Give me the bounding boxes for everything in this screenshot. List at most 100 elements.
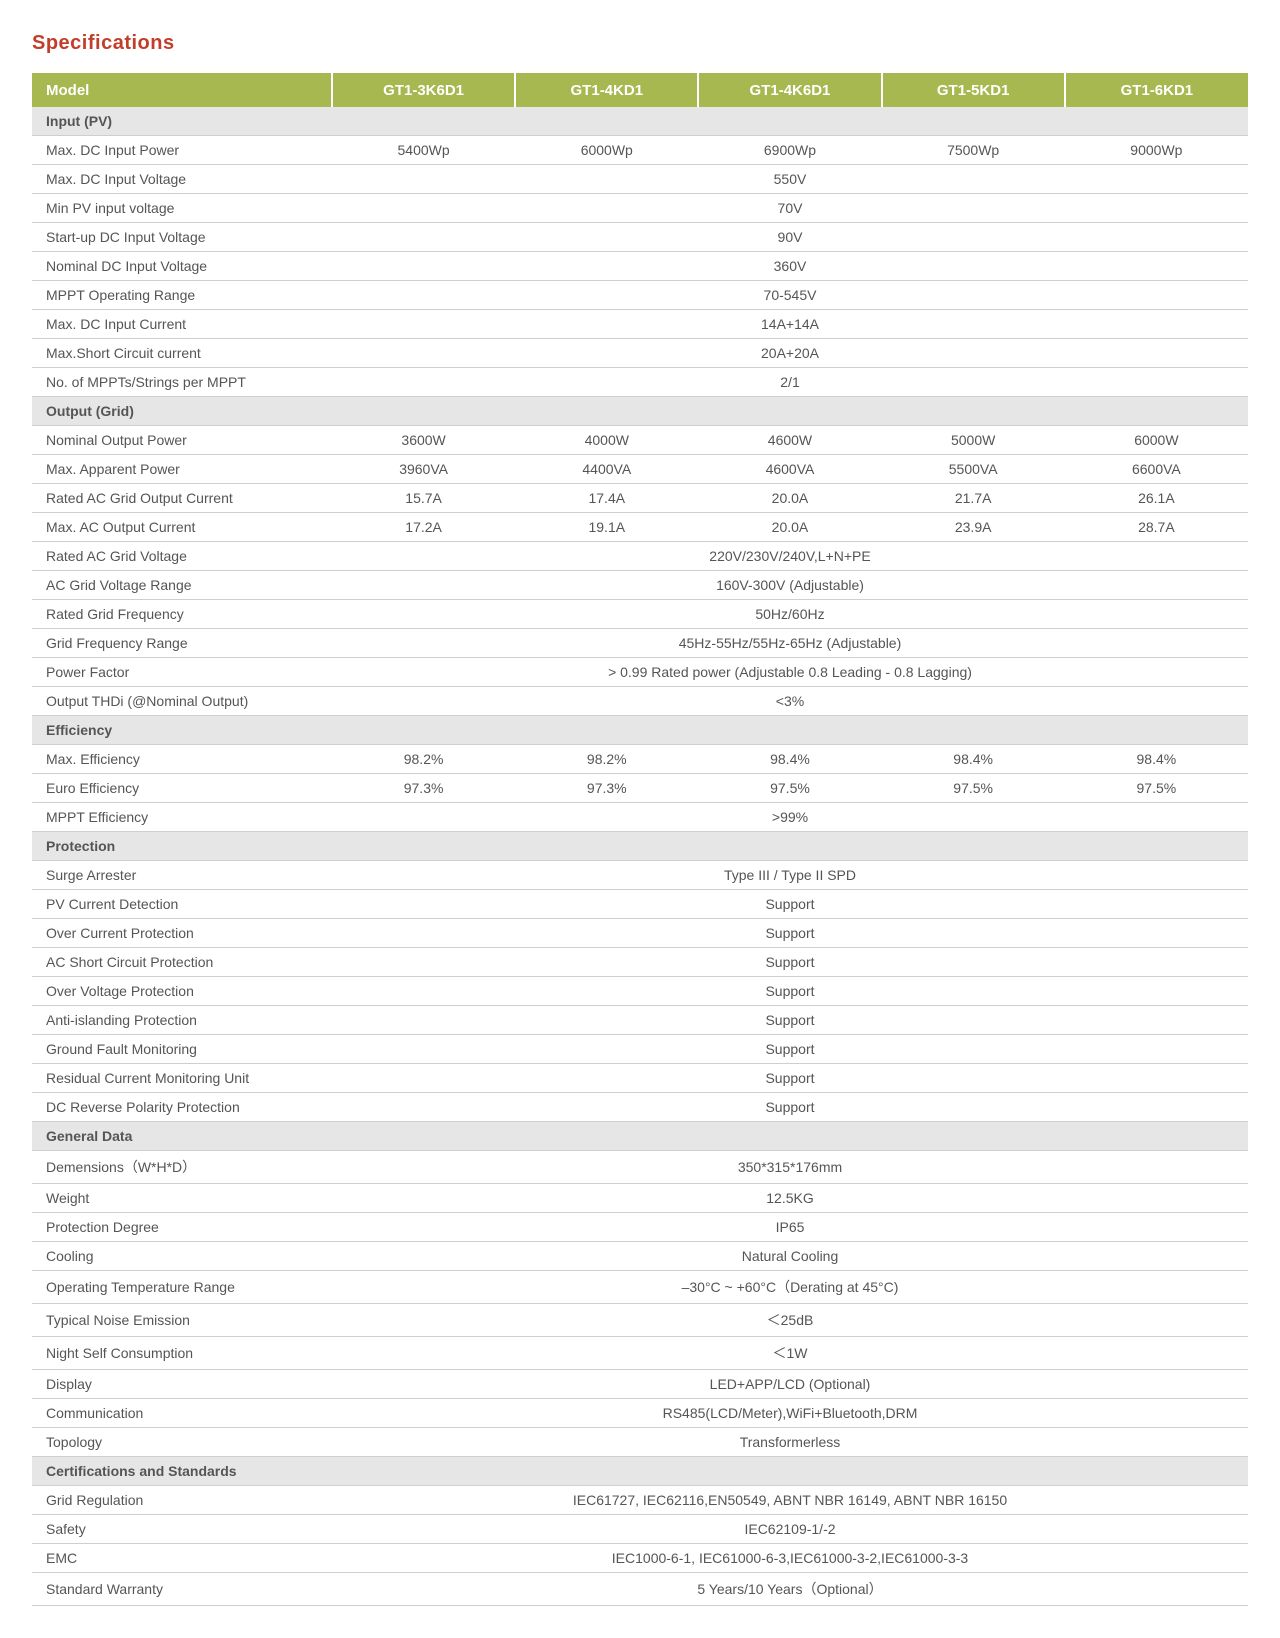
row-value: Support xyxy=(332,1006,1248,1035)
page-title: Specifications xyxy=(32,32,1248,55)
table-row: CoolingNatural Cooling xyxy=(32,1242,1248,1271)
row-cell: 4000W xyxy=(515,426,698,455)
table-row: Operating Temperature Range–30°C ~ +60°C… xyxy=(32,1271,1248,1304)
row-cell: 26.1A xyxy=(1065,484,1248,513)
row-label: Grid Regulation xyxy=(32,1486,332,1515)
table-row: Rated AC Grid Output Current15.7A17.4A20… xyxy=(32,484,1248,513)
row-value: 550V xyxy=(332,165,1248,194)
table-row: Nominal DC Input Voltage360V xyxy=(32,252,1248,281)
spec-table-head: Model GT1-3K6D1 GT1-4KD1 GT1-4K6D1 GT1-5… xyxy=(32,73,1248,107)
row-cell: 6900Wp xyxy=(698,136,881,165)
row-value: Transformerless xyxy=(332,1428,1248,1457)
table-row: Max. AC Output Current17.2A19.1A20.0A23.… xyxy=(32,513,1248,542)
row-cell: 5000W xyxy=(882,426,1065,455)
row-value: 350*315*176mm xyxy=(332,1151,1248,1184)
table-row: Start-up DC Input Voltage90V xyxy=(32,223,1248,252)
spec-table: Model GT1-3K6D1 GT1-4KD1 GT1-4K6D1 GT1-5… xyxy=(32,73,1248,1606)
row-label: MPPT Efficiency xyxy=(32,803,332,832)
section-title: Input (PV) xyxy=(32,107,1248,136)
row-label: Surge Arrester xyxy=(32,861,332,890)
row-label: Min PV input voltage xyxy=(32,194,332,223)
row-cell: 4600VA xyxy=(698,455,881,484)
section-row: Efficiency xyxy=(32,716,1248,745)
section-title: Certifications and Standards xyxy=(32,1457,1248,1486)
row-label: Max. Efficiency xyxy=(32,745,332,774)
row-label: DC Reverse Polarity Protection xyxy=(32,1093,332,1122)
row-label: Operating Temperature Range xyxy=(32,1271,332,1304)
row-label: No. of MPPTs/Strings per MPPT xyxy=(32,368,332,397)
row-label: Max.Short Circuit current xyxy=(32,339,332,368)
header-model-2: GT1-4K6D1 xyxy=(698,73,881,107)
table-row: Standard Warranty5 Years/10 Years（Option… xyxy=(32,1573,1248,1606)
row-label: Rated Grid Frequency xyxy=(32,600,332,629)
row-cell: 15.7A xyxy=(332,484,515,513)
table-row: MPPT Efficiency>99% xyxy=(32,803,1248,832)
row-label: Typical Noise Emission xyxy=(32,1304,332,1337)
row-cell: 97.5% xyxy=(882,774,1065,803)
table-row: Max. Apparent Power3960VA4400VA4600VA550… xyxy=(32,455,1248,484)
row-value: > 0.99 Rated power (Adjustable 0.8 Leadi… xyxy=(332,658,1248,687)
row-label: Ground Fault Monitoring xyxy=(32,1035,332,1064)
table-row: MPPT Operating Range70-545V xyxy=(32,281,1248,310)
table-row: Demensions（W*H*D）350*315*176mm xyxy=(32,1151,1248,1184)
row-value: IP65 xyxy=(332,1213,1248,1242)
row-label: Weight xyxy=(32,1184,332,1213)
row-value: Support xyxy=(332,890,1248,919)
row-cell: 98.4% xyxy=(1065,745,1248,774)
table-row: Max. DC Input Current14A+14A xyxy=(32,310,1248,339)
row-value: 14A+14A xyxy=(332,310,1248,339)
table-row: PV Current DetectionSupport xyxy=(32,890,1248,919)
table-row: Anti-islanding ProtectionSupport xyxy=(32,1006,1248,1035)
row-label: Anti-islanding Protection xyxy=(32,1006,332,1035)
row-value: 160V-300V (Adjustable) xyxy=(332,571,1248,600)
row-label: MPPT Operating Range xyxy=(32,281,332,310)
table-row: DisplayLED+APP/LCD (Optional) xyxy=(32,1370,1248,1399)
row-cell: 21.7A xyxy=(882,484,1065,513)
section-row: Input (PV) xyxy=(32,107,1248,136)
table-row: Output THDi (@Nominal Output)<3% xyxy=(32,687,1248,716)
row-value: Support xyxy=(332,948,1248,977)
table-row: Over Current ProtectionSupport xyxy=(32,919,1248,948)
row-value: RS485(LCD/Meter),WiFi+Bluetooth,DRM xyxy=(332,1399,1248,1428)
row-label: Cooling xyxy=(32,1242,332,1271)
row-cell: 6000Wp xyxy=(515,136,698,165)
row-label: Power Factor xyxy=(32,658,332,687)
row-label: Display xyxy=(32,1370,332,1399)
row-cell: 98.4% xyxy=(882,745,1065,774)
table-row: Weight12.5KG xyxy=(32,1184,1248,1213)
row-label: Night Self Consumption xyxy=(32,1337,332,1370)
table-row: Max.Short Circuit current20A+20A xyxy=(32,339,1248,368)
row-label: Over Voltage Protection xyxy=(32,977,332,1006)
row-cell: 19.1A xyxy=(515,513,698,542)
row-label: AC Grid Voltage Range xyxy=(32,571,332,600)
table-row: Typical Noise Emission＜25dB xyxy=(32,1304,1248,1337)
table-row: SafetyIEC62109-1/-2 xyxy=(32,1515,1248,1544)
table-row: Surge ArresterType III / Type II SPD xyxy=(32,861,1248,890)
row-label: Start-up DC Input Voltage xyxy=(32,223,332,252)
section-title: Protection xyxy=(32,832,1248,861)
row-cell: 20.0A xyxy=(698,484,881,513)
row-cell: 97.5% xyxy=(1065,774,1248,803)
row-label: Protection Degree xyxy=(32,1213,332,1242)
row-value: Support xyxy=(332,1093,1248,1122)
row-label: Rated AC Grid Voltage xyxy=(32,542,332,571)
row-label: Demensions（W*H*D） xyxy=(32,1151,332,1184)
row-cell: 6000W xyxy=(1065,426,1248,455)
row-value: 360V xyxy=(332,252,1248,281)
section-row: Protection xyxy=(32,832,1248,861)
table-row: Power Factor> 0.99 Rated power (Adjustab… xyxy=(32,658,1248,687)
row-label: Standard Warranty xyxy=(32,1573,332,1606)
row-label: Nominal DC Input Voltage xyxy=(32,252,332,281)
row-value: 5 Years/10 Years（Optional） xyxy=(332,1573,1248,1606)
table-row: Rated Grid Frequency50Hz/60Hz xyxy=(32,600,1248,629)
section-row: Certifications and Standards xyxy=(32,1457,1248,1486)
row-label: Max. DC Input Voltage xyxy=(32,165,332,194)
row-cell: 4600W xyxy=(698,426,881,455)
row-cell: 20.0A xyxy=(698,513,881,542)
row-value: LED+APP/LCD (Optional) xyxy=(332,1370,1248,1399)
row-label: Max. DC Input Current xyxy=(32,310,332,339)
row-cell: 98.2% xyxy=(332,745,515,774)
header-model-0: GT1-3K6D1 xyxy=(332,73,515,107)
row-label: PV Current Detection xyxy=(32,890,332,919)
row-cell: 28.7A xyxy=(1065,513,1248,542)
